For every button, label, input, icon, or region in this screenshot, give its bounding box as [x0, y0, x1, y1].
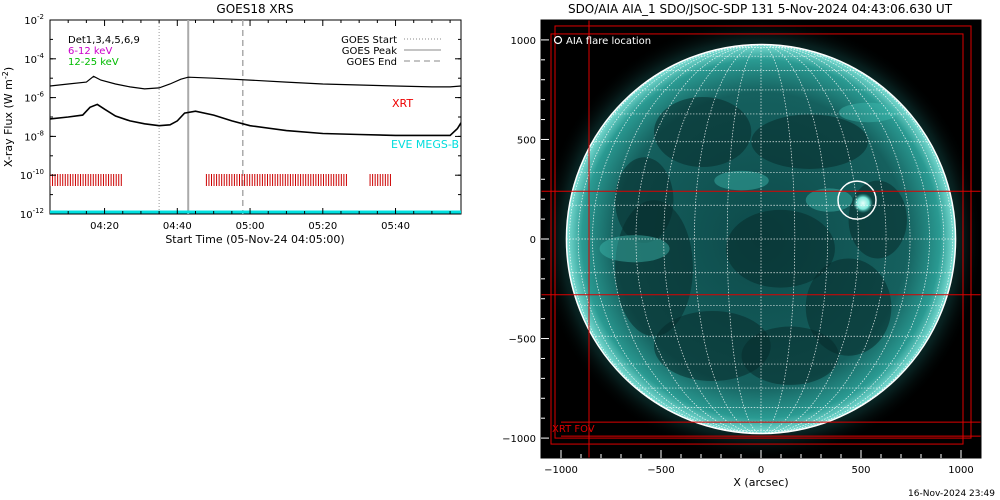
coronal-hole-region	[741, 326, 839, 385]
goes-y-tick-label: 10-10	[20, 168, 44, 182]
goes-y-tick-exp: -10	[33, 168, 44, 176]
coronal-hole-region	[653, 96, 752, 168]
aia-x-tick-label: −500	[647, 465, 674, 476]
flare-legend-symbol	[553, 35, 563, 45]
aia-title: SDO/AIA AIA_1 SDO/JSOC-SDP 131 5-Nov-202…	[568, 2, 953, 16]
goes-legend-detector-item: 12-25 keV	[68, 57, 119, 68]
aia-y-tick-label: 0	[530, 235, 536, 246]
goes-legend-event-item: GOES Peak	[342, 46, 397, 57]
goes-flux-curve	[50, 103, 461, 137]
longitude-line	[760, 44, 887, 434]
goes-legend-detector-item: Det1,3,4,5,6,9	[68, 35, 140, 46]
goes-y-tick-label: 10-6	[24, 91, 44, 105]
aia-x-ticks: −1000 −500 0 500 1000	[544, 450, 974, 476]
aia-x-tick-label: 0	[758, 465, 764, 476]
coronal-hole-region	[725, 209, 835, 288]
longitude-line	[760, 44, 953, 434]
goes-curves	[50, 75, 461, 137]
goes-y-tick-exp: -12	[33, 207, 44, 215]
goes-y-tick-label: 10-4	[24, 52, 44, 66]
aia-solar-image	[541, 20, 981, 458]
longitude-line	[760, 44, 930, 434]
aia-y-tick-label: −1000	[502, 434, 536, 445]
longitude-line	[726, 44, 762, 434]
goes-ylabel: X-ray Flux (W m-2)	[1, 67, 15, 167]
longitude-line	[694, 44, 762, 434]
goes-title: GOES18 XRS	[216, 2, 293, 16]
coronal-hole-region	[805, 258, 892, 356]
xrt-fov-box	[550, 33, 964, 445]
longitude-line	[760, 44, 796, 434]
solar-limb	[565, 43, 957, 435]
goes-y-tick-exp: -8	[37, 129, 44, 137]
goes-x-tick-label: 05:20	[308, 221, 337, 232]
goes-y-tick-base: 10	[24, 16, 37, 27]
goes-flux-curve	[50, 75, 461, 90]
goes-xlabel: Start Time (05-Nov-24 04:05:00)	[165, 233, 344, 246]
aia-x-tick-label: 1000	[948, 465, 973, 476]
longitude-line	[611, 44, 762, 434]
aia-legend: AIA flare location	[553, 35, 651, 47]
aia-overlays	[541, 20, 981, 458]
aia-x-tick-label: −1000	[544, 465, 578, 476]
aia-y-tick-label: −500	[509, 335, 536, 346]
xrt-fov-boxes	[541, 20, 981, 458]
goes-legend-detector-item: 6-12 keV	[68, 46, 112, 57]
eve-annotation: EVE MEGS-B	[391, 138, 459, 151]
xrt-annotation: XRT	[392, 97, 413, 110]
xrt-fov-label: XRT FOV	[552, 424, 595, 435]
longitude-line	[760, 44, 911, 434]
aia-xlabel: X (arcsec)	[733, 476, 788, 489]
xrt-coverage-bars	[50, 174, 461, 214]
longitude-line	[569, 44, 762, 434]
goes-y-tick-base: 10	[24, 55, 37, 66]
flare-location-circle	[837, 180, 877, 220]
goes-y-tick-exp: -2	[37, 13, 44, 21]
flare-legend-label: AIA flare location	[566, 36, 651, 47]
goes-y-tick-label: 10-8	[24, 129, 44, 143]
goes-legend-event-item: GOES Start	[341, 35, 397, 46]
active-region	[838, 102, 898, 123]
goes-x-tick-label: 04:40	[163, 221, 192, 232]
longitude-line	[592, 44, 762, 434]
goes-y-tick-base: 10	[20, 171, 33, 182]
goes-y-tick-label: 10-2	[24, 13, 44, 27]
goes-x-ticks: 04:20 04:40 05:00 05:20 05:40	[67, 20, 451, 232]
goes-y-tick-base: 10	[24, 94, 37, 105]
aia-y-tick-label: 500	[517, 135, 536, 146]
aia-x-tick-label: 500	[851, 465, 870, 476]
active-region	[599, 235, 670, 263]
goes-event-lines	[158, 20, 244, 214]
longitude-line	[635, 44, 762, 434]
longitude-line	[663, 44, 762, 434]
goes-x-tick-label: 05:40	[381, 221, 410, 232]
coronal-hole-region	[653, 310, 771, 382]
solar-regions	[599, 96, 907, 385]
flare-brightening	[853, 193, 873, 214]
coronal-hole-region	[615, 157, 674, 243]
goes-legend-event-item: GOES End	[347, 57, 397, 68]
longitude-line	[760, 44, 828, 434]
goes-y-tick-base: 10	[24, 132, 37, 143]
active-region	[714, 170, 769, 191]
goes-y-tick-exp: -4	[37, 52, 45, 60]
aia-y-ticks: 1000 500 0 −500 −1000	[502, 36, 549, 445]
goes-x-tick-label: 05:00	[236, 221, 265, 232]
aia-image-plot: SDO/AIA AIA_1 SDO/JSOC-SDP 131 5-Nov-202…	[502, 2, 982, 489]
xrt-fov-box	[554, 25, 972, 439]
aia-y-tick-label: 1000	[511, 36, 536, 47]
goes-x-tick-label: 04:20	[90, 221, 119, 232]
active-region	[805, 188, 853, 212]
goes-y-tick-base: 10	[20, 210, 33, 221]
longitude-line	[760, 44, 859, 434]
goes-y-tick-label: 10-12	[20, 207, 44, 221]
footer-timestamp: 16-Nov-2024 23:49	[908, 489, 995, 499]
goes-y-tick-exp: -6	[37, 91, 45, 99]
